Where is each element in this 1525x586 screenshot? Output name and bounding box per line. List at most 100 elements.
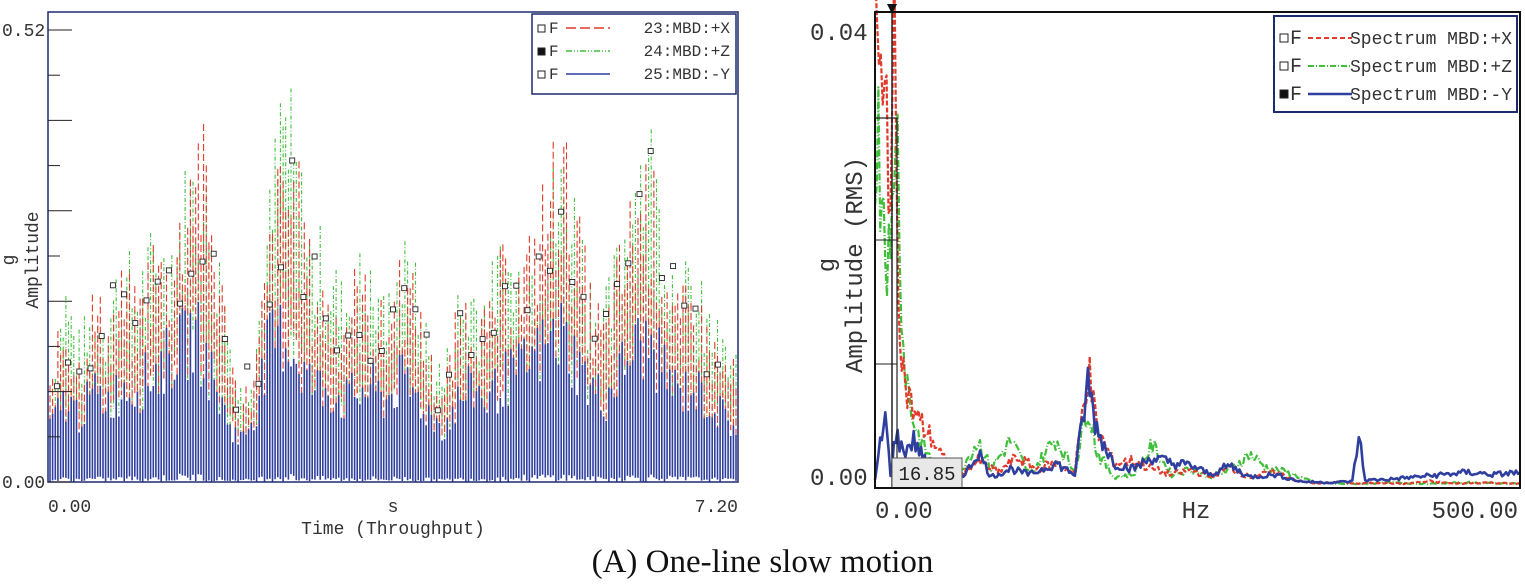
data-marker [681, 302, 688, 309]
legend-prefix: F [549, 66, 559, 84]
legend-marker-filled-square [1279, 89, 1289, 99]
spectrum-chart: 16.85 0.04 0.00 0.00 500.00 Hz g Amplitu… [800, 0, 1525, 545]
data-marker [535, 253, 542, 260]
data-marker [692, 305, 699, 312]
data-marker [87, 365, 94, 372]
y-axis-label: Amplitude [24, 211, 44, 308]
data-marker [703, 371, 710, 378]
data-marker [670, 263, 677, 270]
spectrum-trace-Spectrum MBD:+Z [873, 86, 1521, 486]
x-tick-min: 0.00 [48, 498, 91, 518]
data-marker [322, 315, 329, 322]
y-axis-ticks [48, 29, 72, 483]
y-axis-unit: g [0, 255, 20, 266]
data-marker [255, 380, 262, 387]
data-marker [188, 270, 195, 277]
legend-label-x: Spectrum MBD:+X [1350, 30, 1512, 50]
data-marker [65, 359, 72, 366]
legend-entry-z: F Spectrum MBD:+Z [1279, 56, 1512, 79]
legend: F Spectrum MBD:+X F Spectrum MBD:+Z F Sp… [1273, 15, 1518, 113]
y-axis-unit: g [815, 258, 842, 272]
plot-frame [874, 11, 1521, 489]
data-marker [569, 279, 576, 285]
time-history-chart: 0.52 0.00 0.00 7.20 s Time (Throughput) … [0, 0, 760, 545]
y-tick-max: 0.04 [810, 21, 868, 48]
data-marker [143, 297, 150, 304]
data-marker [278, 264, 284, 271]
legend-label-y: 25:MBD:-Y [644, 66, 731, 84]
spectrum-trace-Spectrum MBD:-Y [873, 366, 1521, 485]
data-marker [266, 301, 273, 308]
data-marker [479, 336, 486, 343]
data-marker [390, 306, 396, 313]
data-marker [345, 332, 352, 339]
x-axis-label: Hz [1182, 499, 1211, 526]
legend-marker-open-square [1279, 61, 1289, 71]
data-marker [423, 331, 430, 338]
legend: F 23:MBD:+X F 24:MBD:+Z F 25:MBD:-Y [531, 13, 737, 95]
y-tick-min: 0.00 [2, 474, 45, 494]
data-marker [199, 258, 206, 265]
legend-label-z: 24:MBD:+Z [644, 43, 731, 61]
data-marker [546, 267, 553, 274]
data-marker [210, 250, 217, 257]
spectrum-svg: 16.85 0.04 0.00 0.00 500.00 Hz g Amplitu… [810, 0, 1521, 526]
data-marker [558, 208, 565, 215]
spectrum-trace-Spectrum MBD:+X [875, 0, 1521, 486]
y-tick-min: 0.00 [810, 466, 868, 493]
data-marker [647, 148, 654, 154]
data-marker [221, 336, 228, 342]
cursor-arrow-icon[interactable] [887, 4, 897, 14]
legend-entry-y: F 25:MBD:-Y [537, 66, 731, 84]
legend-entry-x: F Spectrum MBD:+X [1279, 28, 1512, 51]
x-tick-max: 500.00 [1432, 499, 1518, 526]
time-history-svg: 0.52 0.00 0.00 7.20 s Time (Throughput) … [0, 11, 739, 540]
data-marker [457, 310, 464, 317]
legend-label-x: 23:MBD:+X [644, 20, 731, 38]
data-marker [591, 335, 598, 342]
legend-prefix: F [549, 43, 559, 61]
data-marker [412, 306, 419, 313]
data-marker [513, 282, 520, 289]
legend-box [1273, 15, 1518, 113]
legend-entry-x: F 23:MBD:+X [537, 20, 731, 38]
data-marker [614, 281, 621, 287]
legend-marker-open-square [537, 70, 546, 79]
data-marker [602, 311, 609, 317]
data-marker [446, 371, 452, 378]
data-marker [367, 357, 374, 364]
legend-marker-open-square [1279, 33, 1289, 43]
data-marker [524, 307, 531, 314]
cursor-value-label: 16.85 [898, 464, 955, 486]
data-marker [244, 363, 251, 370]
time-signal-markers [53, 148, 721, 414]
legend-prefix: F [1290, 28, 1302, 51]
data-marker [98, 333, 105, 339]
data-marker [468, 352, 475, 358]
data-marker [300, 294, 307, 300]
plot-frame [47, 11, 739, 483]
figure-caption: (A) One-line slow motion [591, 544, 934, 580]
spectrum-traces [873, 0, 1521, 486]
x-tick-min: 0.00 [875, 499, 933, 526]
x-axis-label: Time (Throughput) [301, 520, 485, 540]
data-marker [714, 361, 721, 368]
data-marker [636, 191, 643, 198]
legend-entry-y: F Spectrum MBD:-Y [1279, 84, 1512, 107]
data-marker [502, 283, 508, 290]
data-marker [356, 331, 363, 338]
data-marker [334, 347, 340, 354]
data-marker [177, 300, 184, 307]
data-marker [233, 406, 240, 413]
data-marker [580, 293, 587, 300]
cursor-bracket [875, 117, 898, 488]
data-marker [165, 267, 172, 274]
data-marker [311, 253, 318, 260]
data-marker [401, 285, 408, 292]
y-axis-label: Amplitude (RMS) [843, 157, 870, 373]
data-marker [109, 282, 116, 289]
data-marker [378, 348, 385, 354]
legend-entry-z: F 24:MBD:+Z [537, 43, 731, 61]
legend-label-y: Spectrum MBD:-Y [1350, 86, 1512, 106]
legend-marker-filled-square [537, 47, 546, 56]
